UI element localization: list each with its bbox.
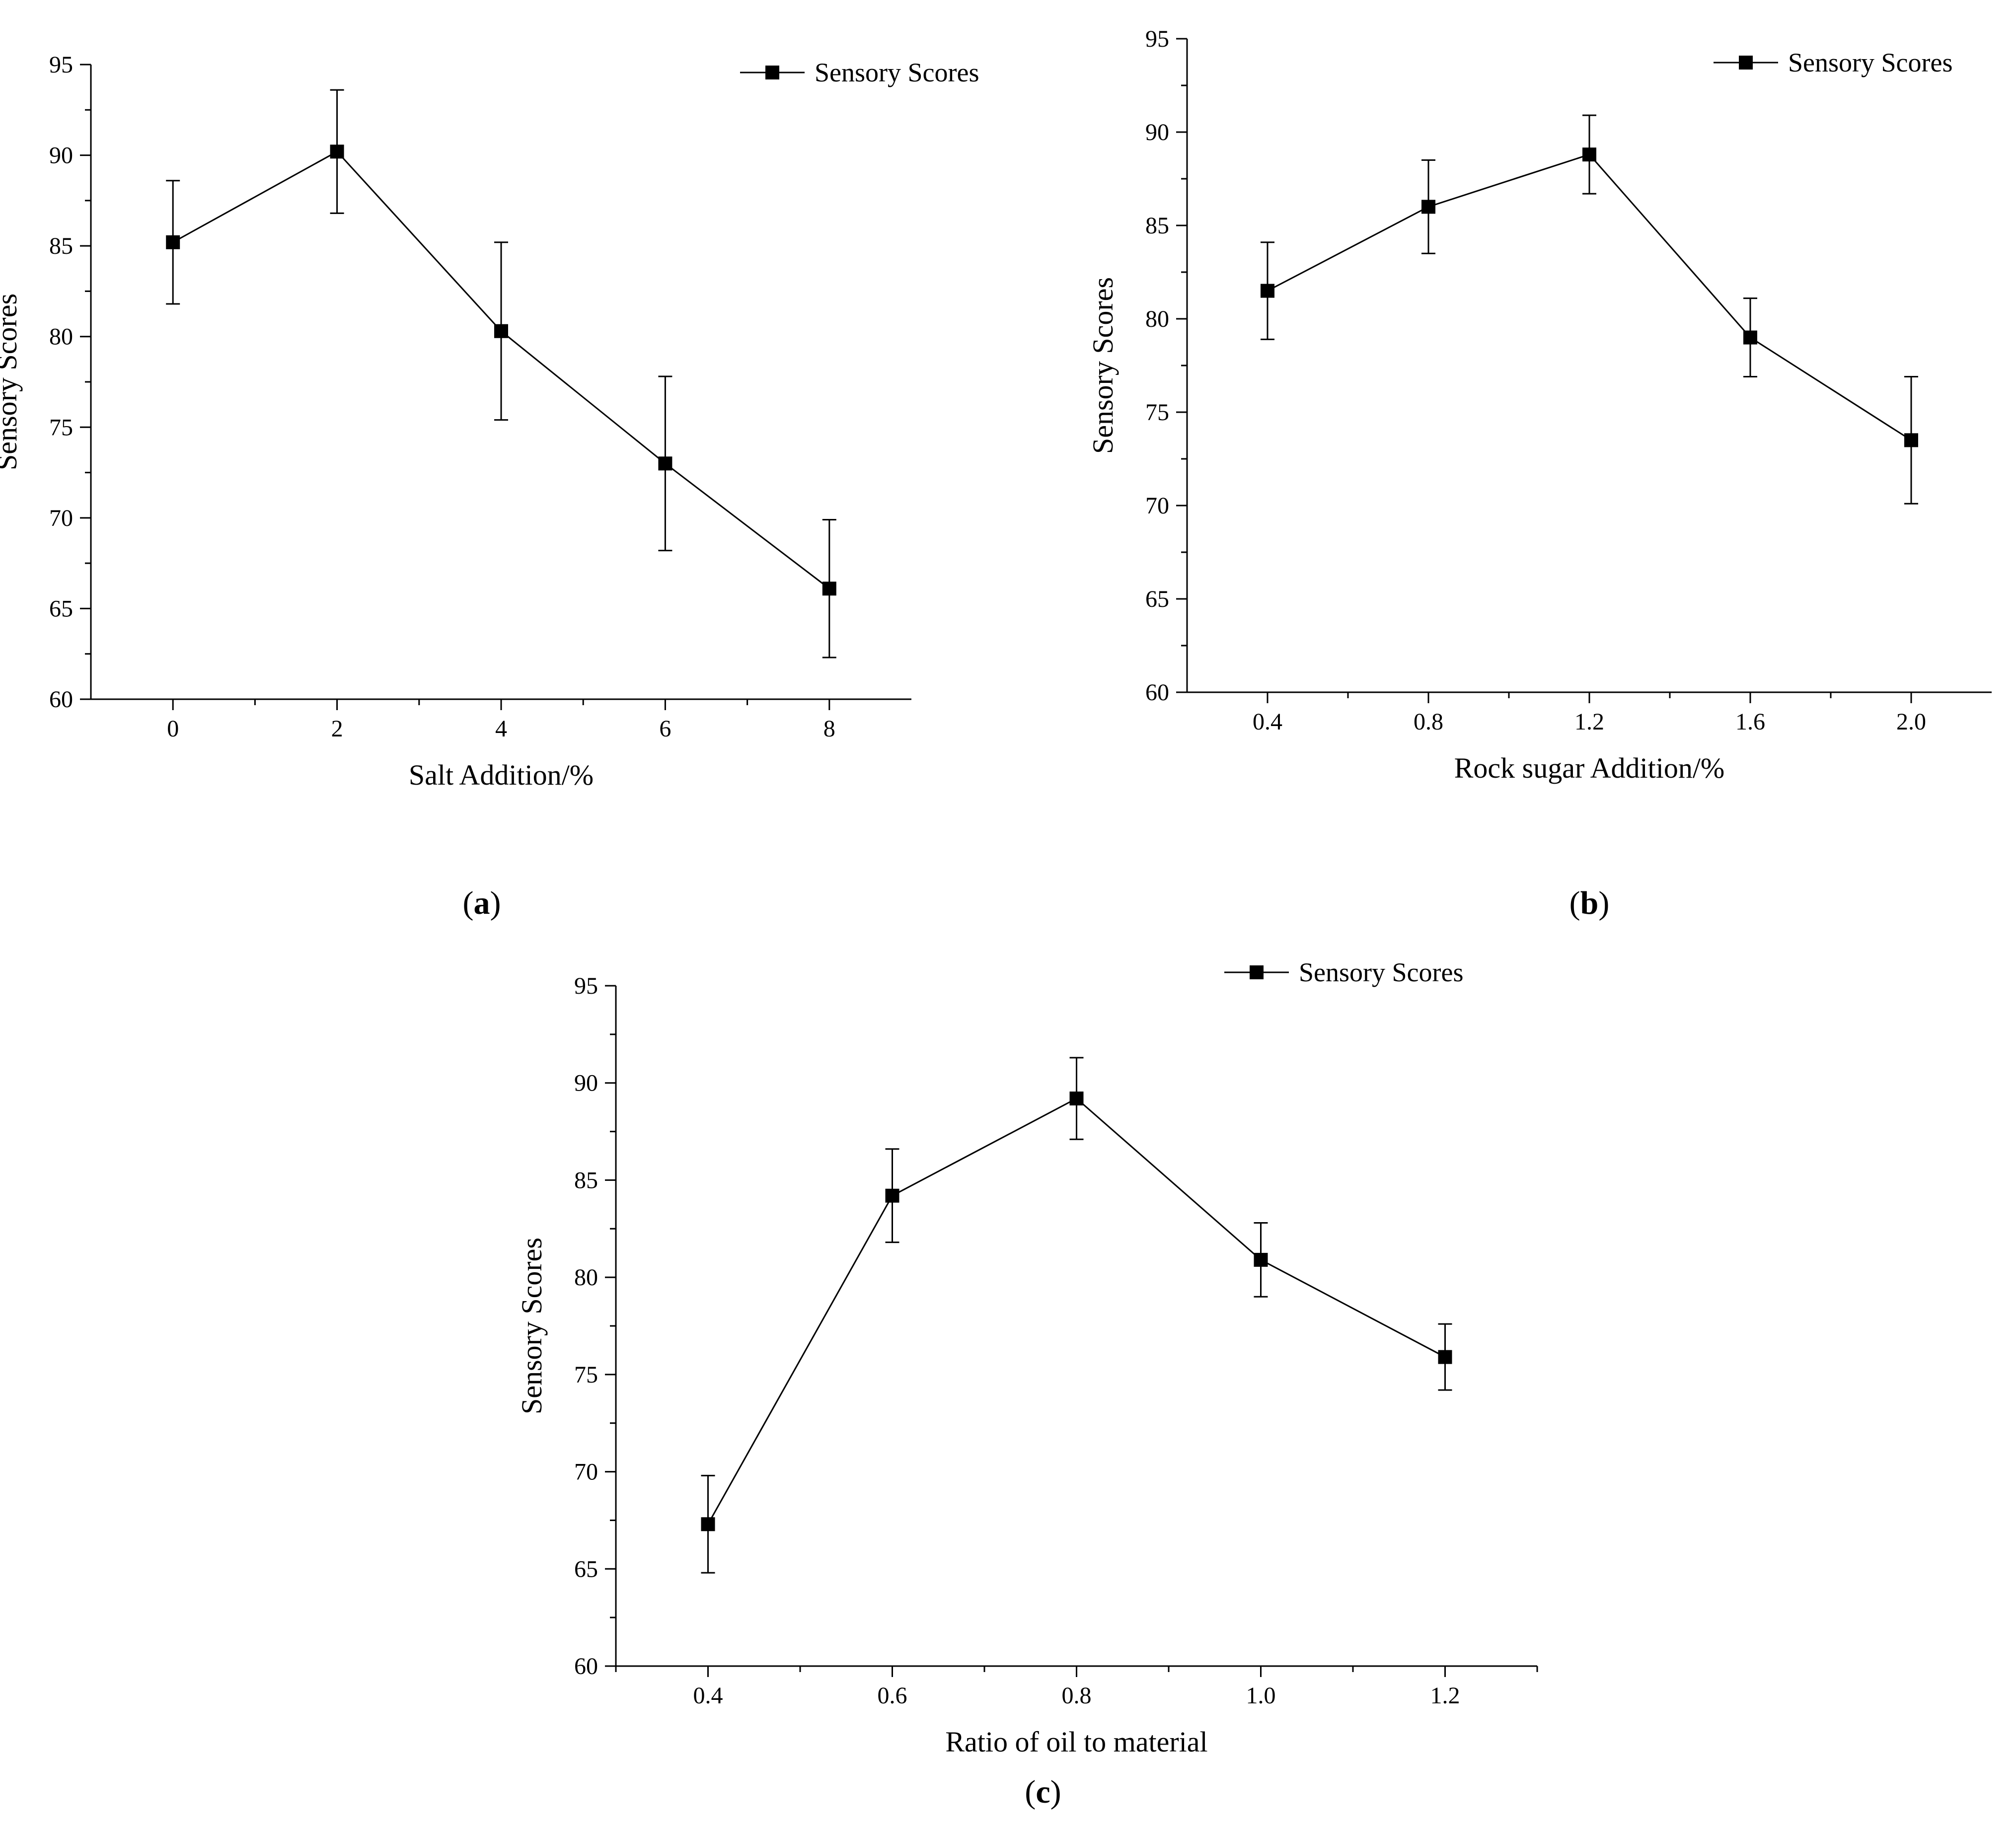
legend-marker	[765, 66, 779, 79]
y-tick-label: 70	[574, 1459, 598, 1485]
chart-a: 60 65 70 75 80 85 90 95 0 2 4 6 8 Salt Addition/% Sens…	[0, 52, 979, 921]
y-tick-label: 95	[574, 973, 598, 999]
x-tick-label: 2.0	[1896, 709, 1926, 735]
x-tick-label: 1.2	[1574, 709, 1604, 735]
data-point	[1438, 1350, 1452, 1364]
y-tick-label: 75	[574, 1362, 598, 1388]
panel-caption: (c)	[1025, 1774, 1061, 1810]
x-axis-title: Salt Addition/%	[409, 759, 594, 791]
data-point	[494, 324, 508, 338]
panel-caption: (a)	[463, 885, 501, 921]
x-tick-label: 0.8	[1062, 1682, 1092, 1709]
y-tick-label: 85	[49, 233, 73, 259]
y-tick-label: 85	[574, 1167, 598, 1193]
y-tick-label: 75	[49, 414, 73, 440]
y-tick-label: 90	[574, 1070, 598, 1096]
data-point	[166, 235, 180, 249]
data-point	[1261, 284, 1274, 298]
y-tick-label: 60	[1145, 679, 1169, 706]
x-axis-title: Rock sugar Addition/%	[1454, 752, 1725, 784]
data-point	[885, 1188, 899, 1203]
y-tick-label: 65	[574, 1556, 598, 1582]
chart-c: 60 65 70 75 80 85 90 95 0.4 0.6 0.8 1.0 1.2 Ratio of …	[516, 957, 1538, 1810]
data-point	[1582, 147, 1596, 162]
y-tick-label: 80	[1145, 306, 1169, 332]
data-point	[330, 145, 344, 159]
legend-label: Sensory Scores	[1299, 957, 1463, 987]
x-tick-label: 0.4	[693, 1682, 723, 1709]
panel-caption: (b)	[1569, 885, 1610, 921]
y-tick-label: 90	[1145, 119, 1169, 146]
legend-marker	[1250, 965, 1264, 979]
y-tick-label: 75	[1145, 399, 1169, 426]
data-point	[1254, 1252, 1268, 1267]
chart-b: 60 65 70 75 80 85 90 95 0.4 0.8 1.2 1.6 2.0 Rock suga…	[1087, 26, 1992, 921]
y-tick-label: 60	[574, 1653, 598, 1679]
x-tick-label: 1.2	[1430, 1682, 1460, 1709]
data-point	[658, 456, 672, 471]
x-tick-label: 1.0	[1246, 1682, 1276, 1709]
x-axis-title: Ratio of oil to material	[945, 1726, 1207, 1758]
legend-label: Sensory Scores	[815, 58, 979, 87]
y-tick-label: 90	[49, 143, 73, 169]
x-tick-label: 8	[823, 716, 835, 742]
x-tick-label: 6	[659, 716, 671, 742]
legend-marker	[1739, 56, 1753, 70]
y-tick-label: 80	[49, 324, 73, 350]
y-tick-label: 60	[49, 686, 73, 713]
y-tick-label: 85	[1145, 213, 1169, 239]
y-tick-label: 80	[574, 1264, 598, 1291]
y-axis-title: Sensory Scores	[516, 1238, 548, 1414]
x-tick-label: 0	[167, 716, 179, 742]
y-tick-label: 65	[49, 595, 73, 622]
y-tick-label: 65	[1145, 586, 1169, 612]
y-tick-label: 70	[49, 505, 73, 531]
x-tick-label: 2	[331, 716, 343, 742]
y-axis-title: Sensory Scores	[0, 293, 23, 470]
data-point	[1069, 1092, 1084, 1106]
data-point	[701, 1517, 715, 1532]
y-tick-label: 95	[49, 52, 73, 78]
data-point	[1904, 433, 1918, 447]
x-tick-label: 0.8	[1414, 709, 1443, 735]
x-tick-label: 0.4	[1253, 709, 1282, 735]
y-axis-title: Sensory Scores	[1087, 277, 1119, 454]
data-point	[1421, 200, 1435, 214]
y-tick-label: 70	[1145, 493, 1169, 519]
legend-label: Sensory Scores	[1788, 48, 1952, 77]
data-point	[822, 582, 836, 596]
x-tick-label: 4	[495, 716, 507, 742]
data-point	[1743, 330, 1757, 345]
x-tick-label: 0.6	[878, 1682, 907, 1709]
x-tick-label: 1.6	[1735, 709, 1765, 735]
y-tick-label: 95	[1145, 26, 1169, 52]
